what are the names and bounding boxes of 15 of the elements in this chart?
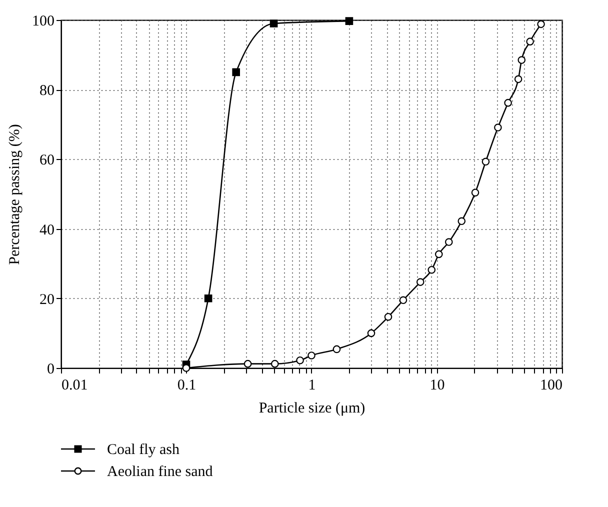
y-axis-title: Percentage passing (%)	[7, 124, 23, 265]
x-tick-label: 0.01	[62, 378, 88, 394]
x-tick-label: 10	[430, 378, 445, 394]
x-tick-label: 100	[540, 378, 562, 394]
legend-label: Aeolian fine sand	[107, 464, 214, 480]
y-tick-label: 60	[40, 152, 54, 169]
x-axis-title: Particle size (μm)	[258, 400, 366, 416]
x-tick-label: 1	[308, 378, 316, 394]
y-tick-label: 20	[40, 292, 54, 308]
y-tick-label: 80	[40, 83, 54, 100]
x-tick-label: 0.1	[177, 378, 196, 394]
y-tick-label: 0	[47, 362, 54, 378]
y-tick-label: 40	[40, 222, 54, 238]
legend-label: Coal fly ash	[107, 442, 180, 458]
y-tick-label: 100	[32, 14, 54, 30]
